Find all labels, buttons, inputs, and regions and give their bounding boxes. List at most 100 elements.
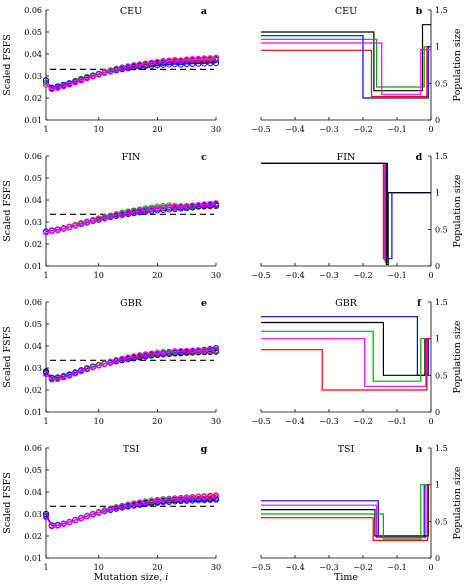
x-tick-label: 30 (211, 125, 221, 134)
series-line (261, 484, 431, 537)
data-point (142, 501, 149, 508)
left-x-axis-label-text: Mutation size, (94, 572, 166, 583)
data-point (154, 62, 161, 69)
data-point (142, 351, 149, 358)
data-point (89, 73, 96, 80)
data-point (212, 54, 220, 61)
panel-h: 0 0.5 1 1.5 −0.5 −0.4 −0.3 −0.2 −0.1 0 TSI h (251, 444, 447, 572)
data-point (101, 360, 108, 367)
data-point (207, 200, 214, 208)
data-point (177, 203, 184, 210)
series-line (261, 162, 431, 260)
data-point (142, 207, 149, 214)
data-point (83, 75, 91, 82)
data-point (171, 495, 179, 502)
y-tick-label: 0 (435, 554, 440, 563)
y-tick-label: 0.04 (24, 342, 42, 351)
data-point (83, 513, 91, 520)
panel-letter: a (201, 6, 207, 17)
data-point (189, 494, 196, 501)
data-point (113, 212, 120, 219)
data-point (160, 204, 167, 211)
panel-a: 0.01 0.02 0.03 0.04 0.05 0.06 1 10 20 30 CEU a (24, 6, 221, 134)
y-tick-label: 0.5 (435, 79, 448, 88)
data-point (130, 353, 138, 360)
data-point (66, 519, 73, 526)
panel-e: 0.01 0.02 0.03 0.04 0.05 0.06 1 10 20 30 GBR e (24, 298, 221, 426)
x-tick-label: 0 (428, 125, 433, 134)
data-point (101, 507, 108, 515)
data-point (160, 58, 167, 65)
data-point (201, 493, 208, 501)
y-tick-label: 0.04 (24, 196, 42, 205)
data-point (171, 348, 179, 355)
right-y-axis-label: Population size (452, 28, 463, 101)
data-point (148, 207, 155, 215)
x-tick-label: 1 (43, 271, 48, 280)
x-tick-label: −0.4 (285, 271, 304, 280)
left-x-axis-label: Mutation size, i (94, 572, 169, 583)
x-tick-label: 1 (43, 563, 48, 572)
y-tick-label: 0.05 (24, 28, 42, 37)
y-tick-label: 0.02 (24, 532, 42, 541)
data-point (130, 64, 138, 71)
y-tick-label: 0.06 (24, 444, 42, 453)
series-line (261, 321, 431, 376)
x-tick-label: 0 (428, 563, 433, 572)
y-tick-label: 1.5 (435, 152, 448, 161)
data-point (48, 227, 55, 235)
data-point (142, 205, 149, 212)
y-tick-label: 0.03 (24, 364, 42, 373)
y-tick-label: 0.05 (24, 466, 42, 475)
data-point (78, 515, 85, 522)
y-tick-label: 0.01 (24, 554, 42, 563)
data-point (189, 204, 196, 211)
y-tick-label: 1.5 (435, 6, 448, 15)
series-line (261, 484, 431, 537)
data-point (212, 496, 220, 503)
y-tick-label: 1 (435, 335, 440, 344)
y-tick-label: 1 (435, 43, 440, 52)
data-point (83, 219, 91, 226)
data-point (72, 222, 79, 229)
data-point (148, 204, 155, 211)
y-tick-label: 0 (435, 116, 440, 125)
data-point (107, 213, 114, 220)
data-point (212, 346, 220, 353)
data-point (154, 349, 161, 356)
data-point (160, 61, 167, 68)
panel-g: 0.01 0.02 0.03 0.04 0.05 0.06 1 10 20 30 TSI g (24, 444, 221, 572)
right-x-axis-label: Time (334, 572, 358, 583)
data-point (201, 497, 208, 504)
y-tick-label: 0.02 (24, 240, 42, 249)
data-point (54, 375, 61, 383)
panel-title: TSI (338, 444, 355, 455)
data-point (78, 368, 85, 375)
data-point (171, 203, 179, 210)
x-tick-label: −0.3 (319, 271, 338, 280)
data-point (42, 513, 50, 521)
panel-title: TSI (123, 444, 140, 455)
panel-c: 0.01 0.02 0.03 0.04 0.05 0.06 1 10 20 30 FIN c (24, 152, 221, 280)
data-point (212, 200, 220, 207)
data-point (171, 61, 179, 68)
panel-letter: h (416, 444, 423, 455)
data-point (183, 347, 190, 354)
series-line (261, 46, 431, 98)
data-point (189, 347, 196, 354)
data-point (113, 504, 120, 511)
data-point (136, 501, 143, 508)
data-point (195, 55, 202, 62)
data-point (42, 369, 50, 376)
data-point (42, 77, 50, 84)
data-point (195, 201, 202, 209)
data-point (119, 503, 126, 510)
x-tick-label: −0.3 (319, 563, 338, 572)
data-point (201, 55, 208, 62)
data-point (42, 229, 50, 236)
data-point (119, 210, 126, 218)
data-point (166, 61, 173, 68)
data-point (95, 71, 102, 78)
data-point (189, 202, 196, 209)
x-tick-label: −0.2 (353, 271, 372, 280)
